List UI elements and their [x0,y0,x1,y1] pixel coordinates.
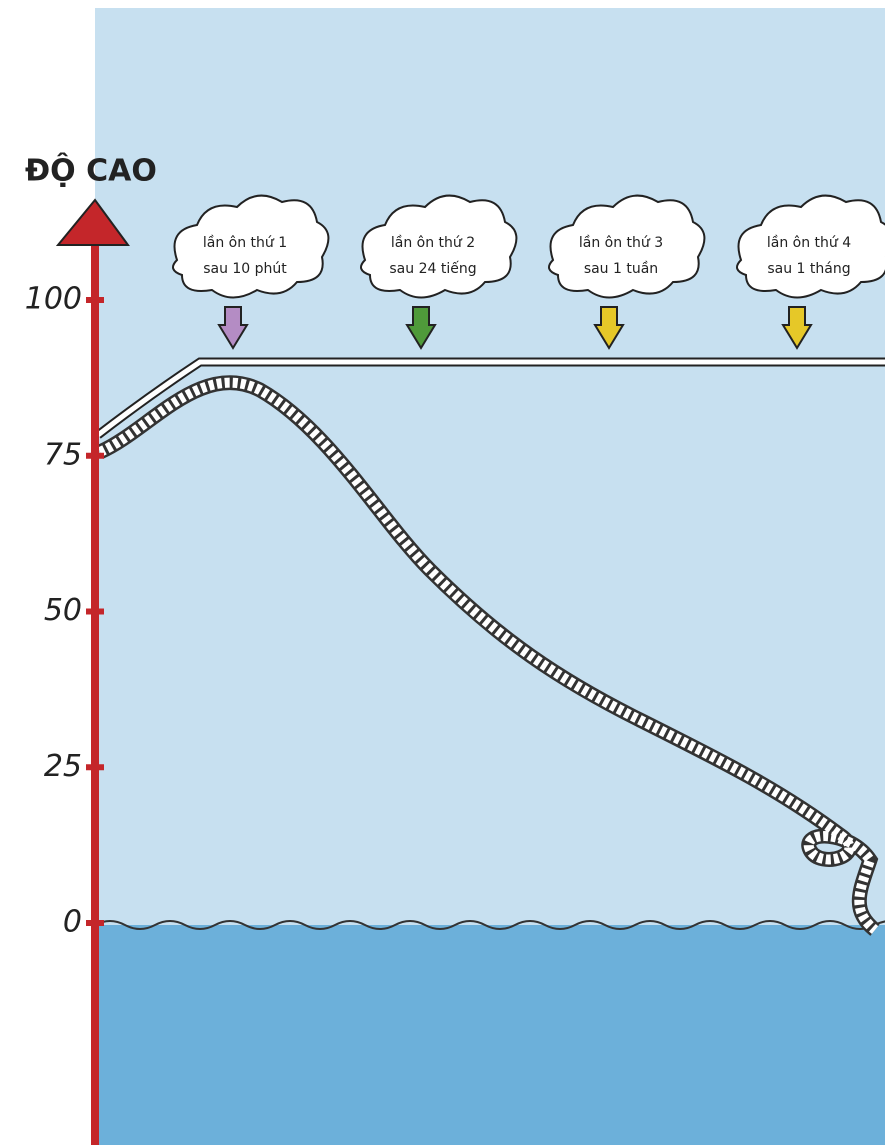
illustration: ĐỘ CAO 100 75 50 25 0 lần ôn thứ 1 sau 10 phút… [0,0,885,1145]
tick-label: 75 [44,437,82,472]
axis-title: ĐỘ CAO [25,152,157,189]
tick-label: 50 [44,593,82,628]
cloud-line1: lần ôn thứ 1 [203,235,287,251]
cloud-line2: sau 10 phút [203,261,287,277]
cloud-line2: sau 24 tiếng [389,260,476,277]
cloud-line2: sau 1 tuần [584,261,658,277]
tick-label: 25 [44,749,82,784]
cloud-line1: lần ôn thứ 3 [579,235,663,251]
page: ĐỘ CAO 100 75 50 25 0 lần ôn thứ 1 sau 10 phút… [0,0,885,1145]
water [95,925,885,1145]
cloud-line2: sau 1 tháng [767,261,850,277]
cloud-line1: lần ôn thứ 4 [767,235,851,251]
tick-label: 0 [63,905,82,940]
cloud-line1: lần ôn thứ 2 [391,235,475,251]
tick-label: 100 [25,282,82,317]
